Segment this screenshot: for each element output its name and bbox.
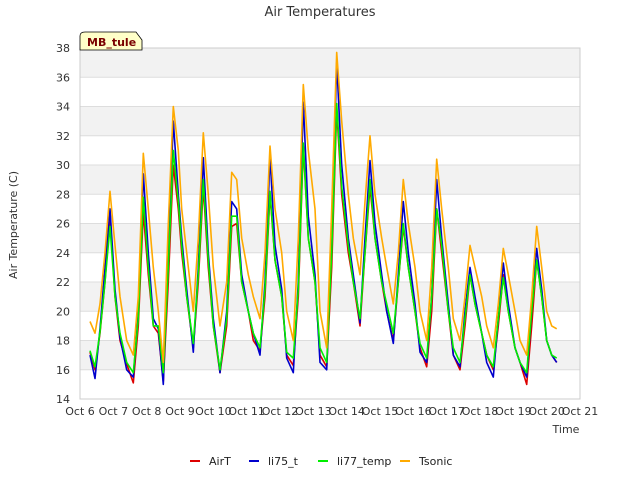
y-tick-label: 38 (56, 42, 70, 55)
legend-label: li77_temp (337, 455, 391, 468)
y-axis-label: Air Temperature (C) (7, 171, 20, 279)
series-lines (89, 51, 558, 386)
y-tick-label: 14 (56, 393, 70, 406)
x-tick-label: Oct 10 (195, 405, 232, 418)
y-tick-label: 26 (56, 218, 70, 231)
y-tick-label: 22 (56, 276, 70, 289)
site-badge: MB_tule (79, 31, 143, 51)
x-tick-label: Oct 17 (428, 405, 465, 418)
legend-label: li75_t (268, 455, 299, 468)
x-axis-label: Time (552, 423, 580, 436)
plot-band (80, 106, 580, 136)
x-tick-label: Oct 14 (328, 405, 365, 418)
x-tick-label: Oct 18 (462, 405, 499, 418)
site-badge-box (79, 31, 143, 51)
legend-label: Tsonic (418, 455, 452, 468)
x-tick-label: Oct 15 (362, 405, 399, 418)
y-tick-label: 18 (56, 335, 70, 348)
x-tick-label: Oct 19 (495, 405, 532, 418)
chart-title: Air Temperatures (264, 5, 375, 20)
legend: AirT li75_t li77_temp Tsonic (190, 455, 452, 468)
y-axis-ticks: 14 16 18 20 22 24 26 28 30 32 34 36 38 (56, 42, 70, 406)
x-tick-label: Oct 11 (228, 405, 265, 418)
x-tick-label: Oct 21 (562, 405, 599, 418)
x-tick-label: Oct 13 (295, 405, 332, 418)
x-tick-label: Oct 6 (65, 405, 95, 418)
x-tick-label: Oct 20 (528, 405, 565, 418)
plot-band (80, 194, 580, 224)
plot-band (80, 165, 580, 195)
y-tick-label: 16 (56, 364, 70, 377)
x-tick-label: Oct 8 (132, 405, 162, 418)
y-tick-label: 20 (56, 305, 70, 318)
plot-band (80, 48, 580, 78)
series-line-tsonic (89, 51, 558, 364)
x-tick-label: Oct 16 (395, 405, 432, 418)
plot-band (80, 340, 580, 370)
y-tick-label: 34 (56, 101, 70, 114)
y-tick-label: 36 (56, 71, 70, 84)
legend-label: AirT (209, 455, 231, 468)
plot-frame (79, 47, 581, 400)
plot-band (80, 135, 580, 165)
plot-band (80, 77, 580, 107)
plot-band (80, 369, 580, 399)
x-tick-label: Oct 7 (99, 405, 129, 418)
x-tick-label: Oct 12 (262, 405, 299, 418)
y-tick-label: 32 (56, 130, 70, 143)
y-tick-label: 24 (56, 247, 70, 260)
x-tick-label: Oct 9 (165, 405, 195, 418)
y-tick-label: 28 (56, 188, 70, 201)
site-badge-label: MB_tule (87, 36, 136, 49)
y-tick-label: 30 (56, 159, 70, 172)
